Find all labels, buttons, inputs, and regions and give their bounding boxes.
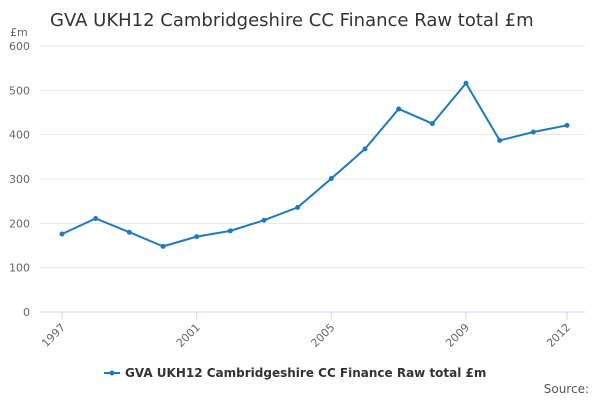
legend-label: GVA UKH12 Cambridgeshire CC Finance Raw … (125, 366, 486, 380)
grid (40, 45, 585, 313)
legend[interactable]: GVA UKH12 Cambridgeshire CC Finance Raw … (104, 366, 486, 380)
x-tick-label: 1997 (39, 321, 68, 350)
y-tick-label: 400 (9, 129, 30, 142)
x-axis-ticks: 1997 2001 2005 2009 2012 (39, 312, 573, 350)
data-point[interactable] (530, 129, 536, 135)
chart-title: GVA UKH12 Cambridgeshire CC Finance Raw … (50, 10, 534, 31)
x-tick-label: 2012 (544, 321, 573, 350)
series-layer (59, 80, 570, 249)
data-point[interactable] (564, 122, 570, 128)
data-point[interactable] (328, 176, 334, 182)
series-line-0[interactable] (61, 82, 568, 248)
data-point[interactable] (295, 204, 301, 210)
data-point[interactable] (261, 217, 267, 223)
data-point[interactable] (227, 228, 233, 234)
data-point[interactable] (497, 137, 503, 143)
data-point[interactable] (160, 243, 166, 249)
y-tick-label: 0 (23, 306, 30, 319)
data-point[interactable] (362, 146, 368, 152)
data-point[interactable] (126, 229, 132, 235)
y-axis-ticks: 0 100 200 300 400 500 600 (9, 40, 30, 319)
data-point[interactable] (93, 215, 99, 221)
y-tick-label: 500 (9, 84, 30, 97)
data-point[interactable] (194, 234, 200, 240)
y-tick-label: 200 (9, 217, 30, 230)
data-point[interactable] (396, 106, 402, 112)
x-tick-label: 2001 (174, 321, 203, 350)
y-tick-label: 600 (9, 40, 30, 53)
x-tick-label: 2005 (308, 321, 337, 350)
y-tick-label: 300 (9, 173, 30, 186)
y-tick-label: 100 (9, 262, 30, 275)
data-point[interactable] (463, 80, 469, 86)
data-point[interactable] (59, 231, 65, 237)
x-tick-label: 2009 (443, 321, 472, 350)
legend-swatch-marker (109, 370, 115, 376)
y-unit-label: £m (10, 26, 28, 39)
data-point[interactable] (429, 121, 435, 127)
source-label: Source: (544, 382, 589, 396)
